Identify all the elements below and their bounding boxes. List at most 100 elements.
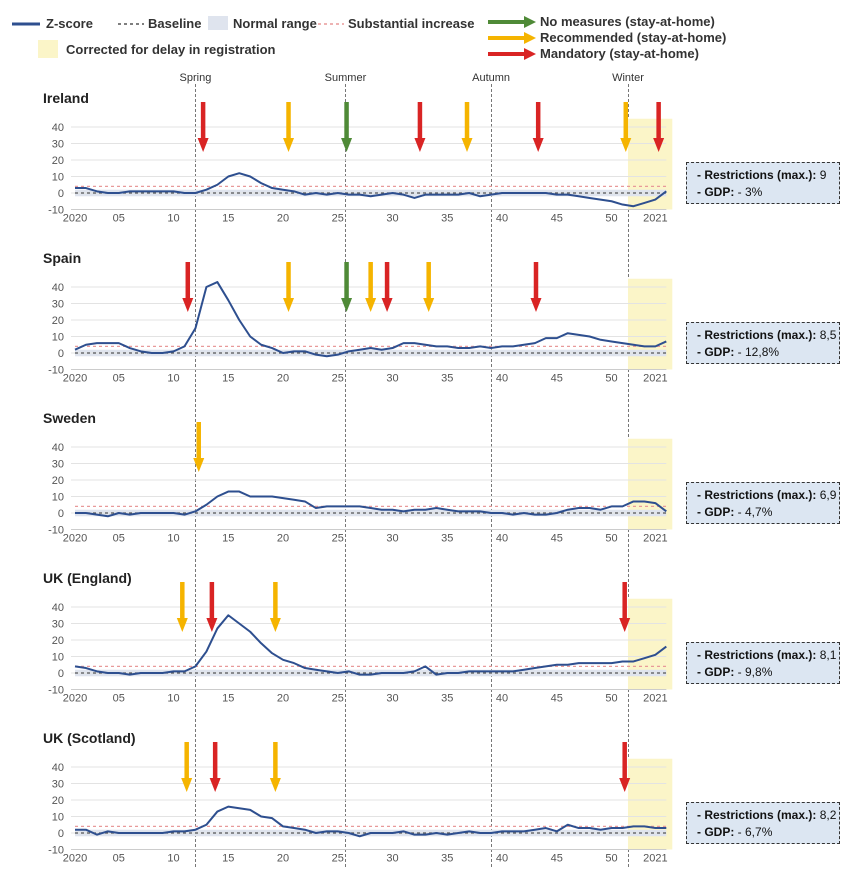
x-tick-label: 20 — [277, 373, 289, 385]
x-tick-label: 45 — [551, 213, 563, 225]
arrow-head — [269, 618, 281, 632]
gdp-value: - 12,8% — [734, 345, 780, 359]
legend-corrected-swatch — [38, 40, 58, 58]
y-tick-label: 20 — [52, 155, 64, 167]
legend-symbols — [12, 16, 536, 60]
no_measures-arrow — [341, 262, 353, 312]
recommended-arrow — [283, 102, 295, 152]
country-chart: -10 0 10 20 30 40 2020 05 10 15 20 25 30 35 40 45 50 2021 — [48, 582, 673, 705]
legend-corrected-label: Corrected for delay in registration — [66, 42, 276, 57]
arrow-head — [381, 298, 393, 312]
y-tick-label: -10 — [48, 685, 64, 697]
zscore-series-line — [74, 614, 667, 676]
restrictions-label: - Restrictions (max.): — [697, 488, 817, 502]
arrow-head — [653, 138, 665, 152]
arrow-head — [206, 618, 218, 632]
x-tick-label: 2021 — [643, 213, 667, 225]
x-tick-label: 30 — [386, 853, 398, 865]
y-tick-label: 20 — [52, 795, 64, 807]
country-chart: -10 0 10 20 30 40 2020 05 10 15 20 25 30 35 40 45 50 2021 — [48, 102, 673, 225]
y-tick-label: -10 — [48, 365, 64, 377]
legend-no-measures-arrow — [488, 16, 536, 28]
recommended-arrow — [193, 422, 205, 472]
mandatory-arrow — [197, 102, 209, 152]
restrictions-label: - Restrictions (max.): — [697, 168, 817, 182]
arrow-head — [283, 298, 295, 312]
arrow-head — [341, 138, 353, 152]
x-tick-label: 10 — [167, 853, 179, 865]
y-tick-label: 0 — [58, 508, 64, 520]
x-tick-label: 30 — [386, 213, 398, 225]
x-tick-label: 45 — [551, 533, 563, 545]
recommended-arrow — [269, 742, 281, 792]
x-tick-label: 50 — [605, 533, 617, 545]
y-tick-label: 30 — [52, 619, 64, 631]
arrow-head — [619, 618, 631, 632]
recommended-arrow — [181, 742, 193, 792]
x-tick-label: 25 — [332, 533, 344, 545]
arrow-head — [423, 298, 435, 312]
y-tick-label: 30 — [52, 779, 64, 791]
gdp-value: - 4,7% — [734, 505, 773, 519]
x-tick-label: 50 — [605, 853, 617, 865]
x-tick-label: 40 — [496, 533, 508, 545]
panel-title: Spain — [43, 250, 82, 266]
season-label-autumn: Autumn — [472, 72, 511, 84]
x-tick-label: 50 — [605, 373, 617, 385]
restrictions-gdp-box: - Restrictions (max.): 8,5 - GDP: - 12,8% — [686, 322, 840, 364]
arrow-head — [209, 778, 221, 792]
country-chart: -10 0 10 20 30 40 2020 05 10 15 20 25 30 35 40 45 50 2021 — [48, 422, 673, 545]
legend-normal-range-label: Normal range — [233, 16, 317, 31]
zscore-series-line — [74, 281, 667, 358]
arrow-head — [193, 458, 205, 472]
x-tick-label: 05 — [113, 213, 125, 225]
panel-title: Ireland — [43, 90, 89, 106]
y-tick-label: 0 — [58, 668, 64, 680]
season-divider-autumn — [491, 84, 493, 867]
x-tick-label: 2021 — [643, 853, 667, 865]
x-tick-label: 2021 — [643, 373, 667, 385]
recommended-arrow — [283, 262, 295, 312]
restrictions-value: 8,2 — [816, 808, 837, 822]
x-tick-label: 05 — [113, 693, 125, 705]
legend-substantial-label: Substantial increase — [348, 16, 475, 31]
legend-zscore-label: Z-score — [46, 16, 93, 31]
y-tick-label: 10 — [52, 332, 64, 344]
gdp-label: - GDP: — [697, 185, 735, 199]
y-tick-label: 20 — [52, 635, 64, 647]
y-tick-label: 40 — [52, 442, 64, 454]
arrow-head — [197, 138, 209, 152]
x-tick-label: 25 — [332, 693, 344, 705]
restrictions-label: - Restrictions (max.): — [697, 648, 817, 662]
mandatory-arrow — [530, 262, 542, 312]
y-tick-label: 0 — [58, 188, 64, 200]
arrow-head — [461, 138, 473, 152]
restrictions-label: - Restrictions (max.): — [697, 808, 817, 822]
season-divider-spring — [195, 84, 197, 867]
arrow-head — [530, 298, 542, 312]
arrow-head — [532, 138, 544, 152]
arrow-head — [341, 298, 353, 312]
restrictions-value: 6,9 — [816, 488, 837, 502]
gdp-value: - 9,8% — [734, 665, 773, 679]
mandatory-arrow — [619, 582, 631, 632]
x-tick-label: 05 — [113, 373, 125, 385]
x-tick-label: 2020 — [63, 853, 87, 865]
y-tick-label: 30 — [52, 299, 64, 311]
x-tick-label: 35 — [441, 693, 453, 705]
arrow-head — [365, 298, 377, 312]
recommended-arrow — [365, 262, 377, 312]
x-tick-label: 2020 — [63, 693, 87, 705]
x-tick-label: 05 — [113, 853, 125, 865]
x-tick-label: 2020 — [63, 213, 87, 225]
legend-recommended-label: Recommended (stay-at-home) — [540, 30, 727, 45]
y-tick-label: 10 — [52, 492, 64, 504]
legend-no-measures-label: No measures (stay-at-home) — [540, 14, 715, 29]
x-tick-label: 15 — [222, 373, 234, 385]
no_measures-arrow — [341, 102, 353, 152]
x-tick-label: 10 — [167, 693, 179, 705]
mandatory-arrow — [414, 102, 426, 152]
recommended-arrow — [269, 582, 281, 632]
x-tick-label: 2021 — [643, 693, 667, 705]
x-tick-label: 40 — [496, 853, 508, 865]
